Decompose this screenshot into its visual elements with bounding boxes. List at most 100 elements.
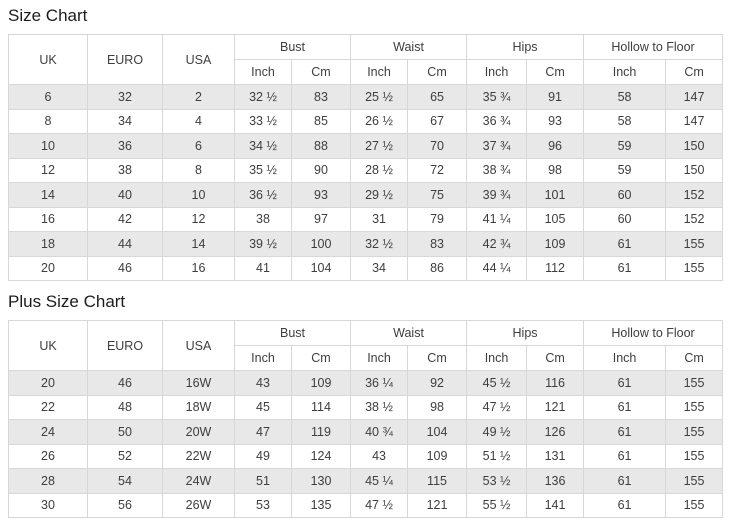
table-cell: 109 <box>526 231 585 257</box>
column-header: EURO <box>87 320 163 371</box>
table-row: 14 40 10 36 ½ 93 29 ½ 75 39 ¾ 101 60 152 <box>8 182 724 208</box>
table-cell: 33 ½ <box>234 108 292 134</box>
table-cell: 16W <box>162 370 235 396</box>
table-cell: 20W <box>162 419 235 445</box>
table-cell: 60 <box>583 206 667 232</box>
plus-size-chart-section: Plus Size Chart UK EURO USA Bust Waist Hips Ho… <box>8 292 724 518</box>
table-cell: 93 <box>290 182 352 208</box>
table-cell: 55 ½ <box>466 492 528 518</box>
table-cell: 42 ¾ <box>466 231 528 257</box>
table-cell: 136 <box>526 468 585 494</box>
table-cell: 58 <box>583 108 667 134</box>
table-row: 22 48 18W 45 114 38 ½ 98 47 ½ 121 61 155 <box>8 394 724 420</box>
table-cell: 16 <box>8 206 88 232</box>
table-cell: 41 <box>234 255 292 281</box>
table-cell: 34 <box>87 108 163 134</box>
table-cell: 45 <box>234 394 292 420</box>
table-cell: 61 <box>583 492 667 518</box>
table-cell: 104 <box>290 255 352 281</box>
table-row: 28 54 24W 51 130 45 ¼ 115 53 ½ 136 61 155 <box>8 468 724 494</box>
column-header: UK <box>8 34 88 85</box>
table-cell: 12 <box>162 206 235 232</box>
table-cell: 24W <box>162 468 235 494</box>
column-group-header: Hips <box>466 320 585 346</box>
table-cell: 44 <box>87 231 163 257</box>
table-cell: 91 <box>526 84 585 110</box>
table-cell: 126 <box>526 419 585 445</box>
table-cell: 40 <box>87 182 163 208</box>
column-group-header: Waist <box>350 34 468 60</box>
table-cell: 101 <box>526 182 585 208</box>
table-cell: 85 <box>290 108 352 134</box>
plus-size-chart-table: UK EURO USA Bust Waist Hips Hollow to Floor Inc… <box>8 320 724 518</box>
table-cell: 54 <box>87 468 163 494</box>
table-cell: 41 ¼ <box>466 206 528 232</box>
table-cell: 24 <box>8 419 88 445</box>
table-cell: 35 ½ <box>234 157 292 183</box>
table-cell: 53 ½ <box>466 468 528 494</box>
table-cell: 39 ¾ <box>466 182 528 208</box>
table-cell: 51 <box>234 468 292 494</box>
table-cell: 43 <box>234 370 292 396</box>
table-cell: 61 <box>583 394 667 420</box>
table-cell: 155 <box>665 468 724 494</box>
table-cell: 147 <box>665 108 724 134</box>
table-cell: 130 <box>290 468 352 494</box>
table-cell: 20 <box>8 255 88 281</box>
header-group-row: UK EURO USA Bust Waist Hips Hollow to Floor <box>8 320 724 371</box>
table-row: 6 32 2 32 ½ 83 25 ½ 65 35 ¾ 91 58 147 <box>8 84 724 110</box>
table-cell: 8 <box>162 157 235 183</box>
table-row: 26 52 22W 49 124 43 109 51 ½ 131 61 155 <box>8 443 724 469</box>
unit-header: Cm <box>665 345 724 371</box>
unit-header: Inch <box>583 59 667 85</box>
table-cell: 70 <box>407 133 468 159</box>
table-cell: 38 <box>87 157 163 183</box>
table-cell: 105 <box>526 206 585 232</box>
column-group-header: Bust <box>233 34 352 60</box>
table-cell: 6 <box>8 84 88 110</box>
table-cell: 61 <box>583 443 667 469</box>
table-cell: 53 <box>234 492 292 518</box>
table-cell: 18 <box>8 231 88 257</box>
table-cell: 61 <box>583 468 667 494</box>
table-cell: 59 <box>583 157 667 183</box>
table-cell: 61 <box>583 255 667 281</box>
table-cell: 18W <box>162 394 235 420</box>
size-chart-title: Size Chart <box>8 6 88 25</box>
table-cell: 98 <box>526 157 585 183</box>
table-cell: 28 ½ <box>350 157 409 183</box>
table-cell: 97 <box>290 206 352 232</box>
table-cell: 52 <box>87 443 163 469</box>
table-cell: 92 <box>407 370 468 396</box>
table-cell: 2 <box>162 84 235 110</box>
table-cell: 36 ¼ <box>350 370 409 396</box>
table-cell: 45 ½ <box>466 370 528 396</box>
table-cell: 124 <box>290 443 352 469</box>
table-cell: 4 <box>162 108 235 134</box>
table-cell: 10 <box>8 133 88 159</box>
unit-header: Inch <box>466 345 528 371</box>
table-cell: 36 ½ <box>234 182 292 208</box>
unit-header: Cm <box>407 345 468 371</box>
table-cell: 36 <box>87 133 163 159</box>
table-cell: 152 <box>665 182 724 208</box>
table-cell: 119 <box>290 419 352 445</box>
table-cell: 47 ½ <box>350 492 409 518</box>
size-chart-section: Size Chart UK EURO USA Bust Waist Hips Hollow … <box>8 6 724 281</box>
table-cell: 27 ½ <box>350 133 409 159</box>
table-cell: 131 <box>526 443 585 469</box>
table-cell: 51 ½ <box>466 443 528 469</box>
table-cell: 22 <box>8 394 88 420</box>
unit-header: Inch <box>350 59 409 85</box>
table-cell: 61 <box>583 231 667 257</box>
table-cell: 34 ½ <box>234 133 292 159</box>
header-unit-row: Inch Cm Inch Cm Inch Cm Inch Cm <box>9 59 724 85</box>
table-cell: 155 <box>665 231 724 257</box>
table-cell: 46 <box>87 255 163 281</box>
table-cell: 14 <box>8 182 88 208</box>
table-cell: 36 ¾ <box>466 108 528 134</box>
table-cell: 26W <box>162 492 235 518</box>
table-row: 20 46 16 41 104 34 86 44 ¼ 112 61 155 <box>8 255 724 281</box>
table-cell: 32 <box>87 84 163 110</box>
